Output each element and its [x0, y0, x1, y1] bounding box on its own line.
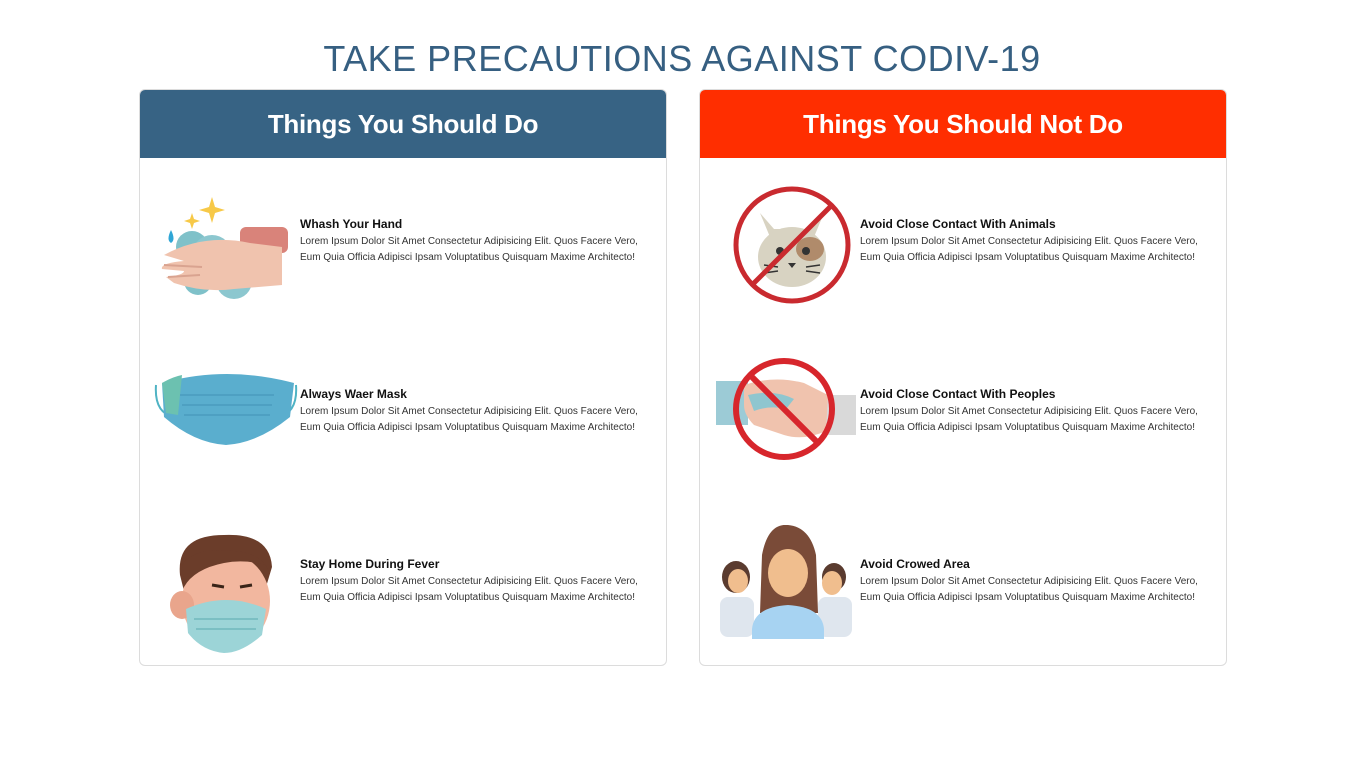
masked-person-icon	[170, 534, 272, 653]
item-heading: Whash Your Hand	[300, 217, 403, 231]
list-item: Avoid Close Contact With Peoples Lorem I…	[700, 355, 1226, 495]
item-heading: Avoid Close Contact With Peoples	[860, 387, 1056, 401]
face-mask-icon	[154, 374, 298, 445]
item-body: Lorem Ipsum Dolor Sit Amet Consectetur A…	[860, 236, 1198, 263]
do-card: Things You Should Do Whash Your Hand Lor…	[139, 89, 667, 666]
item-body: Lorem Ipsum Dolor Sit Amet Consectetur A…	[300, 236, 638, 263]
item-body: Lorem Ipsum Dolor Sit Amet Consectetur A…	[300, 406, 638, 433]
list-item: Always Waer Mask Lorem Ipsum Dolor Sit A…	[140, 355, 666, 495]
item-heading: Avoid Crowed Area	[860, 557, 970, 571]
item-heading: Stay Home During Fever	[300, 557, 440, 571]
crowd-icon	[720, 525, 852, 639]
no-animal-contact-icon	[733, 186, 851, 304]
list-item: Avoid Close Contact With Animals Lorem I…	[700, 185, 1226, 325]
item-body: Lorem Ipsum Dolor Sit Amet Consectetur A…	[860, 576, 1198, 603]
page-title: TAKE PRECAUTIONS AGAINST CODIV-19	[323, 38, 1041, 80]
item-body: Lorem Ipsum Dolor Sit Amet Consectetur A…	[300, 576, 638, 603]
list-item: Stay Home During Fever Lorem Ipsum Dolor…	[140, 525, 666, 665]
no-handshake-icon	[716, 358, 856, 460]
list-item: Avoid Crowed Area Lorem Ipsum Dolor Sit …	[700, 525, 1226, 665]
dont-card-header: Things You Should Not Do	[700, 90, 1226, 158]
item-heading: Always Waer Mask	[300, 387, 407, 401]
item-heading: Avoid Close Contact With Animals	[860, 217, 1056, 231]
dont-card: Things You Should Not Do Avoid Close Con…	[699, 89, 1227, 666]
do-card-header: Things You Should Do	[140, 90, 666, 158]
list-item: Whash Your Hand Lorem Ipsum Dolor Sit Am…	[140, 185, 666, 325]
item-body: Lorem Ipsum Dolor Sit Amet Consectetur A…	[860, 406, 1198, 433]
hand-washing-icon	[161, 197, 288, 299]
